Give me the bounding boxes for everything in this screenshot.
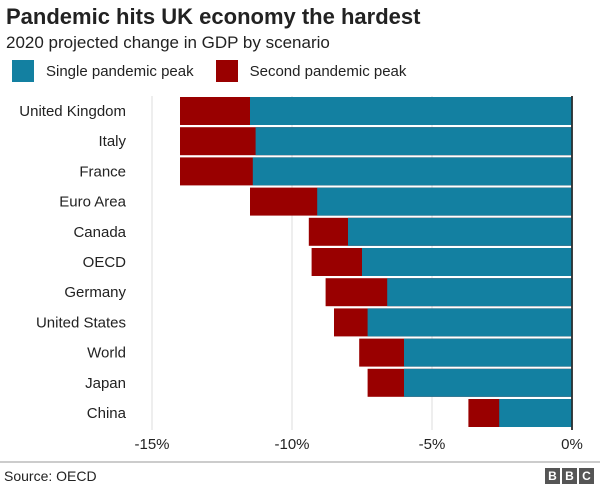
bar-single-peak (255, 127, 572, 156)
bar-single-peak (348, 217, 572, 246)
source-note: Source: OECD (4, 468, 97, 484)
category-label: Germany (64, 284, 126, 301)
category-label: United States (36, 314, 126, 331)
category-label: Canada (73, 224, 126, 241)
bar-single-peak (367, 308, 572, 337)
legend: Single pandemic peak Second pandemic pea… (12, 60, 428, 82)
bar-single-peak (362, 248, 572, 276)
bar-single-peak (387, 278, 572, 307)
category-label: France (79, 163, 126, 180)
x-tick-label: -5% (419, 436, 446, 453)
legend-label-single: Single pandemic peak (46, 62, 194, 80)
legend-label-second: Second pandemic peak (249, 62, 407, 80)
category-label: Italy (98, 133, 126, 150)
bar-single-peak (252, 157, 573, 186)
legend-swatch-single (12, 60, 34, 82)
bar-single-peak (317, 187, 572, 216)
category-label: OECD (83, 254, 127, 271)
x-tick-label: -15% (134, 436, 169, 453)
bar-single-peak (250, 97, 572, 125)
chart-subtitle: 2020 projected change in GDP by scenario (6, 33, 330, 52)
bar-single-peak (404, 338, 572, 367)
category-label: World (87, 345, 126, 362)
x-tick-label: 0% (561, 436, 583, 453)
bar-single-peak (499, 399, 572, 427)
x-tick-label: -10% (274, 436, 309, 453)
category-label: China (87, 405, 127, 422)
category-label: Japan (85, 375, 126, 392)
category-label: Euro Area (59, 194, 126, 211)
bar-single-peak (404, 368, 572, 397)
legend-swatch-second (215, 60, 238, 82)
category-label: United Kingdom (19, 103, 126, 120)
chart-title: Pandemic hits UK economy the hardest (6, 4, 421, 29)
